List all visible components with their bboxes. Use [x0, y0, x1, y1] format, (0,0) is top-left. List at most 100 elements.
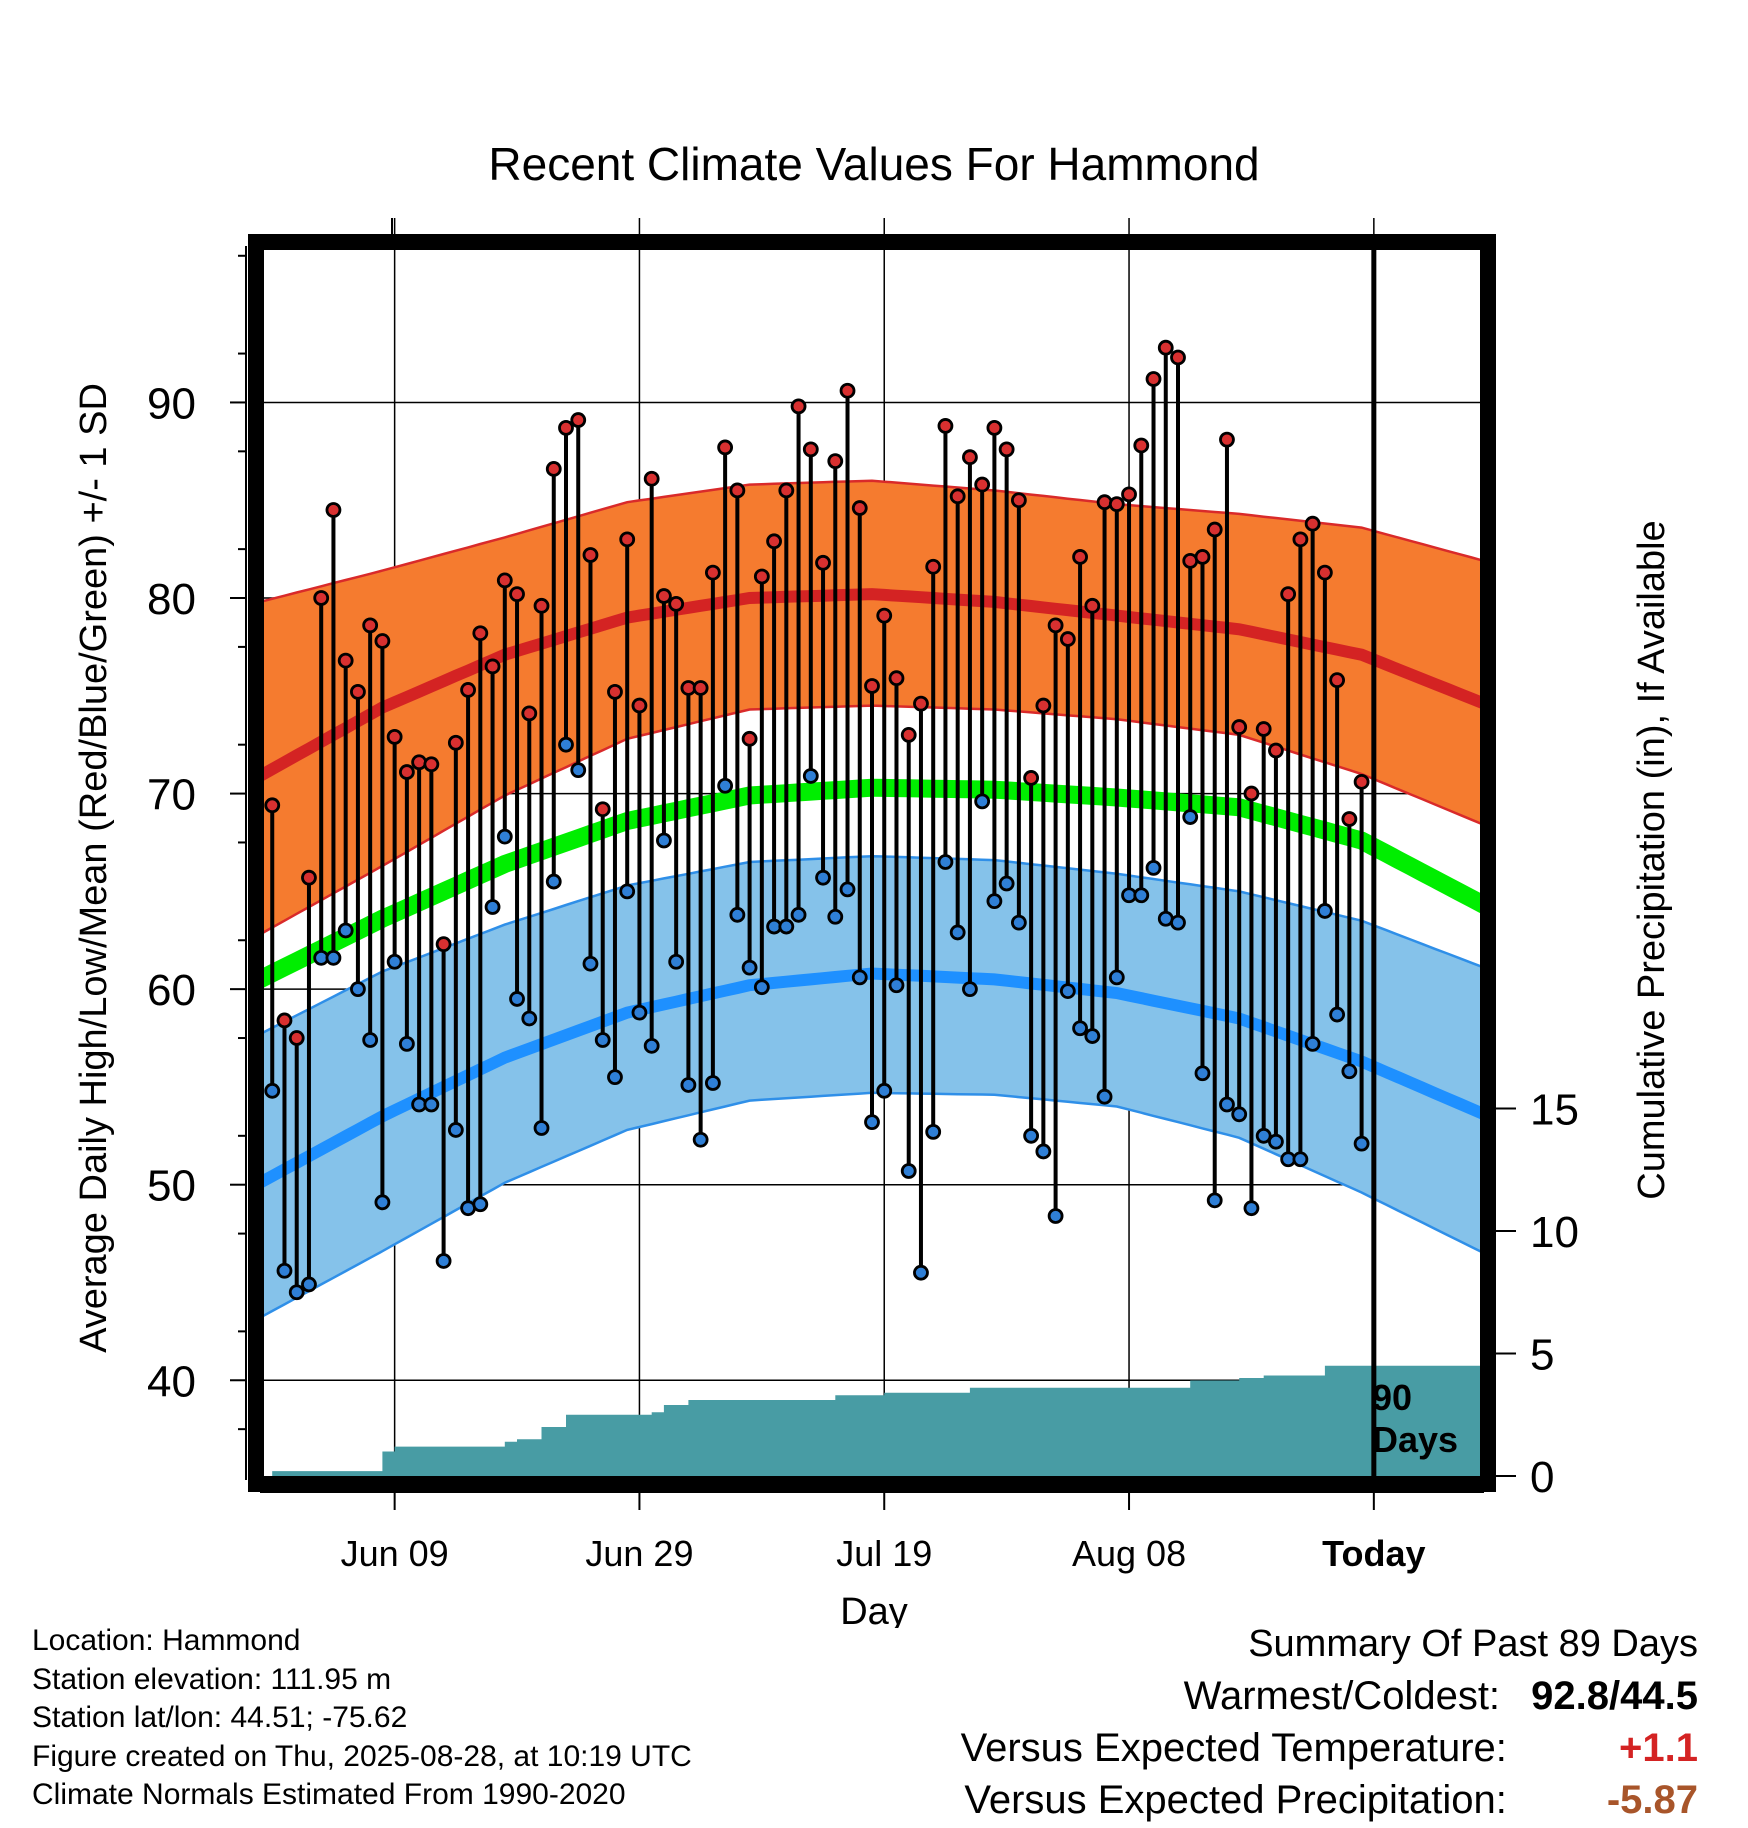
daily-high-point	[851, 500, 868, 516]
daily-high-point	[1231, 719, 1248, 735]
daily-high-point	[447, 734, 464, 751]
x-tick-label: Jun 29	[585, 1533, 693, 1574]
daily-low-point	[1170, 914, 1186, 931]
summary-title: Summary Of Past 89 Days	[1248, 1623, 1698, 1665]
daily-high-point	[1219, 431, 1235, 448]
daily-high-point	[496, 572, 513, 589]
right-tick-label: 10	[1530, 1208, 1579, 1257]
temp-anomaly-label: Versus Expected Temperature:	[960, 1726, 1507, 1770]
daily-low-point	[974, 793, 991, 810]
daily-low-point	[1304, 1035, 1321, 1052]
daily-high-point	[986, 419, 1003, 436]
meta-latlon: Station lat/lon: 44.51; -75.62	[32, 1701, 408, 1734]
precipitation-area	[260, 246, 1484, 1480]
daily-low-point	[496, 828, 513, 845]
right-axis-label: Cumulative Precipitation (in), If Availa…	[1631, 520, 1673, 1199]
x-tick-label: Jul 19	[836, 1533, 932, 1574]
daily-high-point	[1133, 437, 1150, 454]
daily-low-point	[949, 924, 966, 941]
daily-low-point	[1023, 1127, 1040, 1144]
daily-high-point	[521, 705, 538, 722]
daily-high-point	[717, 439, 734, 456]
daily-high-point	[545, 461, 562, 477]
daily-low-point	[1255, 1127, 1272, 1144]
station-metadata: Location: Hammond Station elevation: 111…	[32, 1622, 692, 1815]
daily-high-point	[668, 595, 685, 612]
daily-low-point	[998, 875, 1015, 892]
daily-high-point	[741, 730, 758, 747]
daily-high-point	[1096, 494, 1113, 511]
daily-high-point	[325, 502, 342, 518]
daily-low-point	[1341, 1063, 1358, 1080]
meta-normals: Climate Normals Estimated From 1990-2020	[32, 1778, 626, 1811]
daily-low-point	[386, 953, 403, 970]
daily-high-point	[802, 441, 819, 458]
left-tick-label: 90	[147, 379, 196, 428]
daily-low-point	[1194, 1065, 1211, 1082]
daily-high-point	[1108, 496, 1125, 513]
daily-low-point	[1206, 1192, 1223, 1209]
daily-low-point	[398, 1035, 415, 1052]
daily-high-point	[386, 728, 403, 745]
daily-high-point	[1047, 617, 1064, 634]
daily-low-point	[447, 1122, 464, 1138]
daily-high-point	[1121, 486, 1137, 503]
daily-low-point	[1145, 859, 1162, 876]
daily-low-point	[802, 768, 819, 784]
daily-low-point	[1047, 1208, 1064, 1224]
daily-low-point	[533, 1120, 550, 1136]
daily-high-point	[998, 441, 1015, 458]
daily-low-point	[1219, 1096, 1235, 1113]
daily-high-point	[435, 936, 452, 953]
cumulative-precipitation-area	[260, 1365, 1484, 1476]
daily-low-point	[1035, 1143, 1052, 1160]
daily-high-point	[288, 1030, 305, 1046]
daily-high-point	[398, 764, 415, 780]
daily-low-point	[374, 1194, 391, 1211]
summary-temperature: Versus Expected Temperature: +1.1	[961, 1722, 1698, 1774]
daily-low-point	[900, 1163, 917, 1179]
daily-high-point	[815, 554, 831, 571]
warmest-coldest-value: 92.8/44.5	[1531, 1674, 1698, 1718]
high-temp-normal-line	[257, 588, 1487, 782]
daily-high-point	[827, 453, 844, 470]
daily-low-point	[337, 922, 354, 939]
daily-low-point	[1108, 969, 1125, 986]
daily-low-point	[643, 1037, 660, 1054]
daily-high-point	[962, 449, 978, 466]
daily-high-point	[558, 419, 574, 436]
daily-low-point	[631, 1004, 648, 1021]
daily-low-point	[962, 981, 978, 998]
daily-low-point	[1268, 1133, 1284, 1150]
period-label-line1: 90	[1372, 1377, 1412, 1418]
plot-border	[248, 234, 1496, 1492]
x-axis-label: Day	[840, 1591, 908, 1628]
precip-anomaly-label: Versus Expected Precipitation:	[964, 1778, 1507, 1822]
daily-low-point	[986, 893, 1003, 910]
daily-low-point	[1353, 1135, 1370, 1152]
daily-high-point	[301, 869, 317, 886]
daily-low-point	[790, 906, 807, 923]
daily-low-point	[851, 969, 868, 986]
daily-high-point	[1072, 549, 1088, 565]
x-tick-label: Today	[1322, 1533, 1425, 1574]
daily-low-point	[570, 762, 587, 779]
daily-low-point	[692, 1131, 709, 1148]
daily-high-point	[656, 588, 672, 604]
high-temp-upper-edge	[259, 479, 1485, 604]
daily-high-point	[1304, 515, 1321, 532]
daily-high-point	[607, 683, 623, 700]
daily-high-point	[974, 476, 991, 493]
daily-high-point	[362, 617, 379, 634]
daily-high-point	[619, 531, 636, 548]
daily-high-point	[533, 597, 550, 614]
daily-high-point	[1059, 631, 1076, 647]
daily-low-point	[668, 953, 685, 970]
daily-low-point	[350, 981, 366, 998]
daily-high-point	[949, 488, 966, 505]
daily-low-point	[839, 881, 856, 898]
daily-low-point	[594, 1032, 611, 1048]
daily-high-point	[766, 533, 782, 550]
daily-low-point	[362, 1032, 379, 1048]
daily-high-point	[582, 547, 599, 563]
